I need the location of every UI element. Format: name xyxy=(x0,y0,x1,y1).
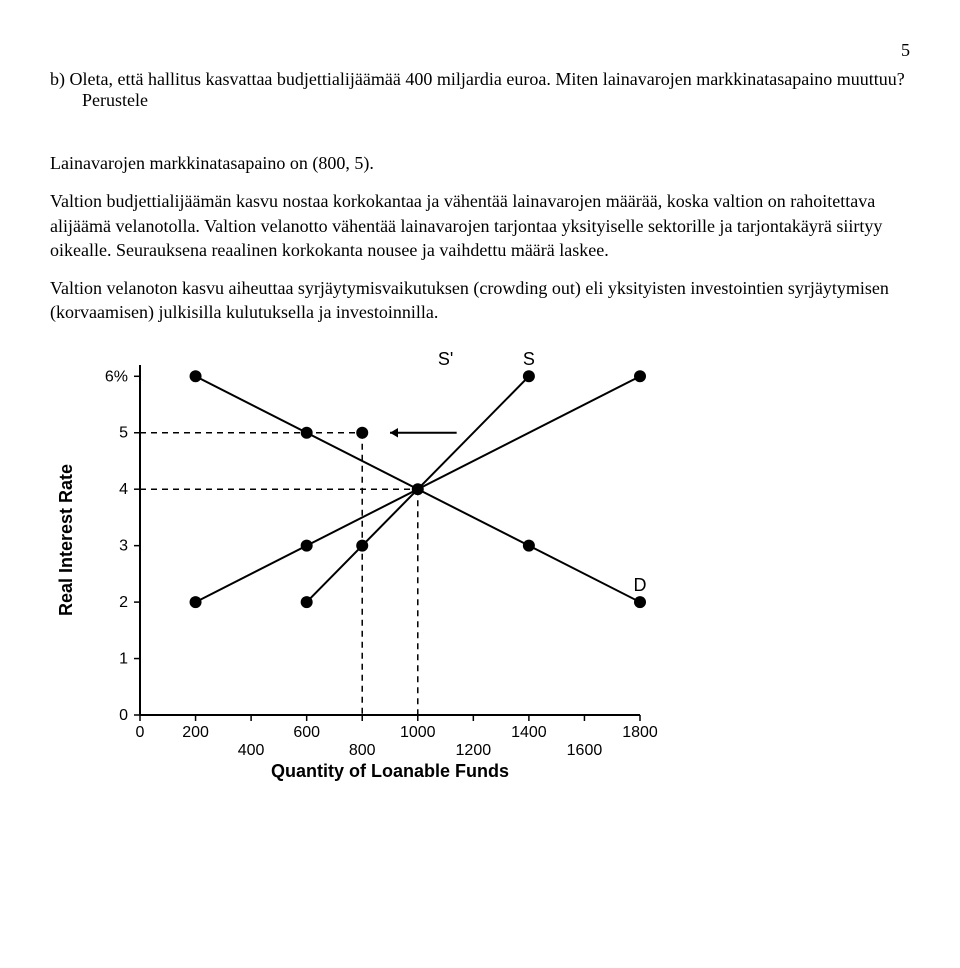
svg-text:2: 2 xyxy=(119,594,128,611)
svg-text:1000: 1000 xyxy=(400,724,436,741)
question-text: Oleta, että hallitus kasvattaa budjettia… xyxy=(70,69,905,110)
svg-text:1200: 1200 xyxy=(456,742,492,759)
answer-p2: Valtion budjettialijäämän kasvu nostaa k… xyxy=(50,189,910,262)
svg-text:800: 800 xyxy=(349,742,376,759)
svg-text:1400: 1400 xyxy=(511,724,547,741)
svg-text:1: 1 xyxy=(119,650,128,667)
svg-text:6%: 6% xyxy=(105,368,128,385)
svg-text:S': S' xyxy=(438,349,453,369)
question-label: b) xyxy=(50,69,65,89)
svg-text:3: 3 xyxy=(119,537,128,554)
svg-text:400: 400 xyxy=(238,742,265,759)
chart-svg: 0 1 2 3 4 5 6% 0 200 600 1000 1400 1800 400 800 1200 160… xyxy=(50,345,670,785)
svg-text:S: S xyxy=(523,349,535,369)
svg-text:1600: 1600 xyxy=(567,742,603,759)
loanable-funds-chart: 0 1 2 3 4 5 6% 0 200 600 1000 1400 1800 400 800 1200 160… xyxy=(50,345,910,785)
svg-text:0: 0 xyxy=(119,707,128,724)
answer-p3: Valtion velanoton kasvu aiheuttaa syrjäy… xyxy=(50,276,910,325)
svg-text:Real Interest Rate: Real Interest Rate xyxy=(56,464,76,616)
svg-text:600: 600 xyxy=(293,724,320,741)
svg-text:1800: 1800 xyxy=(622,724,658,741)
svg-text:0: 0 xyxy=(136,724,145,741)
question-block: b) Oleta, että hallitus kasvattaa budjet… xyxy=(50,69,910,111)
svg-text:200: 200 xyxy=(182,724,209,741)
page-number: 5 xyxy=(50,40,910,61)
answer-block: Lainavarojen markkinatasapaino on (800, … xyxy=(50,151,910,325)
svg-text:Quantity of Loanable Funds: Quantity of Loanable Funds xyxy=(271,761,509,781)
svg-text:5: 5 xyxy=(119,425,128,442)
svg-text:4: 4 xyxy=(119,481,128,498)
answer-p1: Lainavarojen markkinatasapaino on (800, … xyxy=(50,151,910,175)
svg-text:D: D xyxy=(634,575,647,595)
